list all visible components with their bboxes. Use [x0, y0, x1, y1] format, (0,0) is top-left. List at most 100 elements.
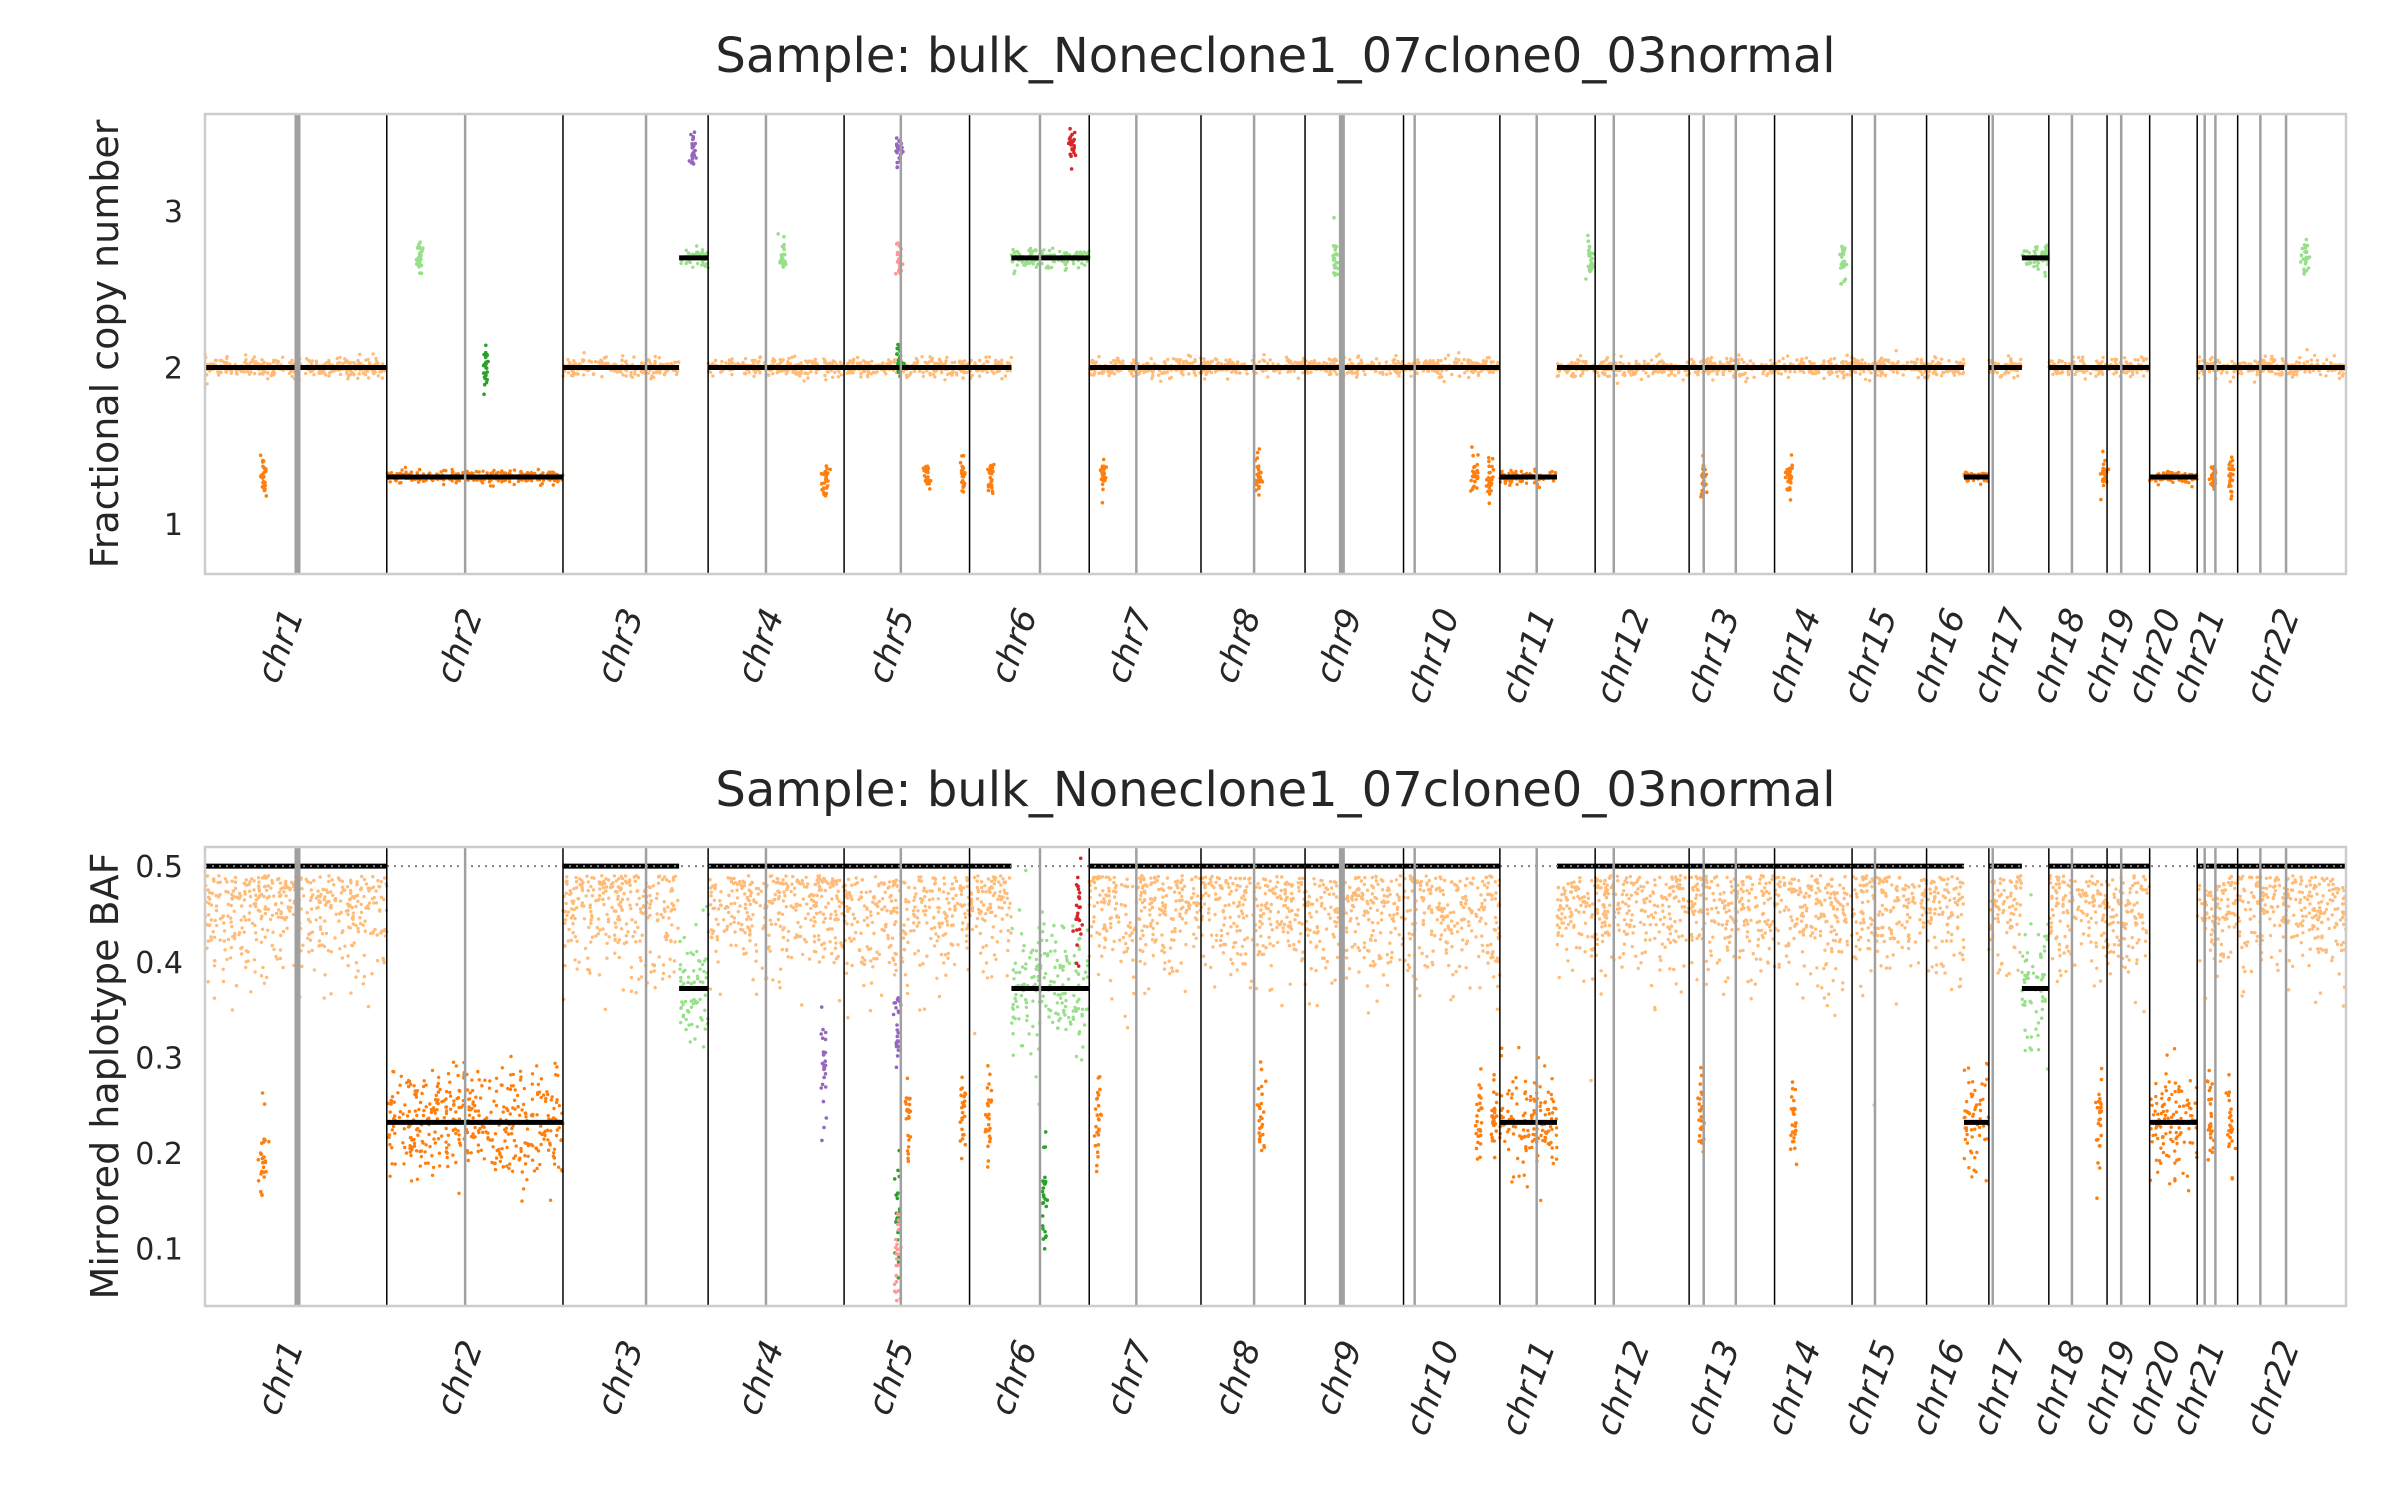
data-point: [1892, 370, 1895, 373]
data-point: [365, 882, 368, 885]
data-point: [366, 370, 369, 373]
data-point: [539, 484, 542, 487]
data-point: [1455, 361, 1458, 364]
data-point: [1444, 357, 1447, 360]
data-point: [1690, 358, 1693, 361]
data-point: [264, 936, 267, 939]
data-point: [537, 468, 540, 471]
data-point: [1112, 359, 1115, 362]
data-point: [1822, 377, 1825, 380]
data-point: [1289, 370, 1292, 373]
data-point: [1591, 265, 1595, 269]
data-point: [890, 360, 893, 363]
data-point: [496, 471, 499, 474]
data-point: [302, 894, 305, 897]
data-point: [1355, 376, 1358, 379]
data-point: [1266, 362, 1269, 365]
data-point: [961, 362, 964, 365]
data-point: [323, 895, 326, 898]
data-point: [1160, 372, 1163, 375]
data-point: [1375, 357, 1378, 360]
data-point: [1394, 354, 1397, 357]
data-point: [226, 914, 229, 917]
data-point: [2035, 245, 2038, 248]
data-point: [2301, 247, 2305, 251]
data-point: [2081, 356, 2084, 359]
data-point: [987, 489, 991, 493]
data-point: [452, 1099, 455, 1102]
data-point: [404, 471, 407, 474]
data-point: [1490, 465, 1494, 469]
data-point: [670, 362, 673, 365]
data-point: [343, 945, 346, 948]
data-point: [1551, 470, 1554, 473]
data-point: [960, 480, 964, 484]
data-point: [1787, 376, 1790, 379]
data-point: [1004, 374, 1007, 377]
data-point: [859, 361, 862, 364]
data-point: [1917, 376, 1920, 379]
data-point: [1882, 360, 1885, 363]
data-point: [1538, 486, 1541, 489]
data-point: [234, 887, 237, 890]
data-point: [340, 891, 343, 894]
data-point: [2033, 261, 2036, 264]
data-point: [390, 1146, 393, 1149]
data-point: [1935, 373, 1938, 376]
data-point: [1424, 359, 1427, 362]
data-point: [1297, 377, 1300, 380]
data-point: [1073, 131, 1077, 135]
data-point: [1793, 370, 1796, 373]
data-point: [232, 889, 235, 892]
data-point: [219, 359, 222, 362]
data-point: [809, 370, 812, 373]
data-point: [1603, 373, 1606, 376]
data-point: [1032, 262, 1035, 265]
data-point: [1109, 361, 1112, 364]
data-point: [1606, 356, 1609, 359]
data-point: [1841, 262, 1845, 266]
data-point: [985, 360, 988, 363]
data-point: [432, 1137, 435, 1140]
data-point: [535, 1064, 538, 1067]
data-point: [309, 881, 312, 884]
data-point: [230, 925, 233, 928]
data-point: [419, 254, 423, 258]
data-point: [1848, 361, 1851, 364]
data-point: [946, 373, 949, 376]
data-point: [213, 959, 216, 962]
data-point: [2302, 272, 2306, 276]
data-point: [277, 908, 280, 911]
data-point: [403, 1146, 406, 1149]
data-point: [1884, 374, 1887, 377]
data-point: [647, 359, 650, 362]
data-point: [2166, 470, 2169, 473]
data-point: [1836, 375, 1839, 378]
data-point: [894, 272, 898, 276]
data-point: [1655, 355, 1658, 358]
data-point: [530, 479, 533, 482]
data-point: [508, 480, 511, 483]
data-point: [261, 460, 265, 464]
data-point: [336, 357, 339, 360]
data-point: [247, 918, 250, 921]
data-point: [531, 1082, 534, 1085]
data-point: [2190, 485, 2193, 488]
data-point: [212, 930, 215, 933]
data-point: [2229, 380, 2232, 383]
data-point: [249, 990, 252, 993]
data-point: [962, 473, 966, 477]
data-point: [2242, 361, 2245, 364]
data-point: [1257, 487, 1261, 491]
data-point: [825, 492, 829, 496]
data-point: [2229, 477, 2233, 481]
data-point: [987, 483, 991, 487]
data-point: [253, 372, 256, 375]
data-point: [567, 371, 570, 374]
data-point: [1789, 498, 1793, 502]
data-point: [870, 360, 873, 363]
data-point: [1278, 371, 1281, 374]
data-point: [1472, 471, 1476, 475]
data-point: [420, 264, 424, 268]
